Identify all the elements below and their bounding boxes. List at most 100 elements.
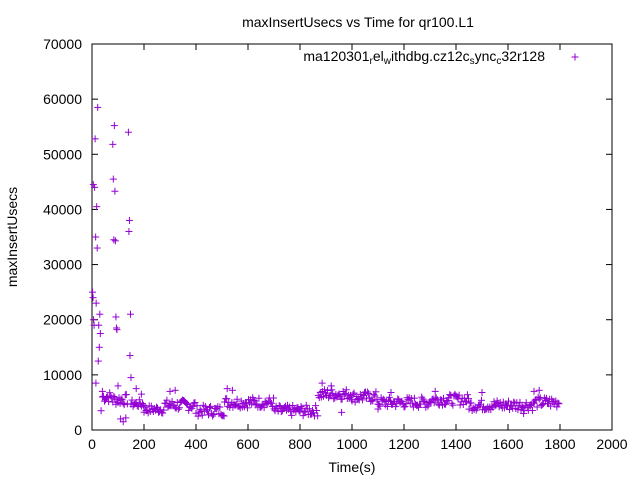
data-point	[463, 391, 471, 399]
data-point	[183, 400, 191, 408]
data-point	[299, 412, 307, 420]
data-point	[387, 389, 395, 397]
x-tick-label: 1000	[336, 436, 367, 452]
data-point	[219, 411, 227, 419]
data-point	[168, 397, 176, 405]
data-point	[128, 396, 136, 404]
data-point	[216, 403, 224, 411]
data-point	[338, 408, 346, 416]
x-tick-label: 200	[132, 436, 156, 452]
data-point	[253, 400, 261, 408]
data-point	[203, 407, 211, 415]
data-point	[126, 310, 134, 318]
data-point	[110, 122, 118, 130]
data-point	[233, 395, 241, 403]
data-point	[341, 390, 349, 398]
x-tick-label: 1400	[440, 436, 471, 452]
data-point	[516, 398, 524, 406]
data-point	[109, 175, 117, 183]
data-point	[454, 395, 462, 403]
data-point	[547, 402, 555, 410]
data-point	[365, 390, 373, 398]
data-point	[90, 316, 98, 324]
data-point	[269, 394, 277, 402]
data-point	[440, 394, 448, 402]
data-point	[160, 406, 168, 414]
data-point	[417, 400, 425, 408]
legend-label: ma120301relwithdbg.cz12csyncc32r128	[303, 48, 545, 67]
data-point	[125, 216, 133, 224]
data-point	[93, 203, 101, 211]
data-point	[113, 326, 121, 334]
data-point	[95, 343, 103, 351]
data-point	[159, 409, 167, 417]
y-tick-label: 50000	[43, 146, 82, 162]
data-point	[320, 386, 328, 394]
data-point	[287, 407, 295, 415]
x-tick-label: 2000	[596, 436, 627, 452]
data-point	[530, 387, 538, 395]
y-tick-label: 70000	[43, 36, 82, 52]
data-point	[313, 407, 321, 415]
data-point	[535, 395, 543, 403]
y-tick-label: 60000	[43, 91, 82, 107]
data-point	[305, 405, 313, 413]
data-point	[375, 400, 383, 408]
data-point	[92, 299, 100, 307]
data-point	[297, 402, 305, 410]
data-point	[542, 394, 550, 402]
data-point	[275, 402, 283, 410]
data-point	[266, 398, 274, 406]
data-point	[163, 396, 171, 404]
data-point	[122, 390, 130, 398]
data-point	[138, 399, 146, 407]
data-point	[518, 402, 526, 410]
data-point	[329, 389, 337, 397]
data-point	[312, 402, 320, 410]
data-point	[449, 401, 457, 409]
data-point	[431, 387, 439, 395]
data-point	[231, 401, 239, 409]
data-point	[418, 393, 426, 401]
data-point	[98, 387, 106, 395]
data-point	[220, 412, 228, 420]
data-point	[207, 402, 215, 410]
data-point	[122, 414, 130, 422]
data-point	[393, 400, 401, 408]
data-point	[171, 386, 179, 394]
data-point	[477, 396, 485, 404]
x-tick-label: 1800	[544, 436, 575, 452]
data-point	[385, 393, 393, 401]
data-point	[206, 403, 214, 411]
data-point	[89, 294, 97, 302]
data-point	[135, 396, 143, 404]
data-point	[360, 389, 368, 397]
data-point	[255, 394, 263, 402]
data-point	[223, 385, 231, 393]
data-point	[109, 140, 117, 148]
data-point	[166, 387, 174, 395]
data-point	[533, 403, 541, 411]
data-point	[235, 402, 243, 410]
data-point	[112, 324, 120, 332]
data-point	[126, 352, 134, 360]
data-point	[369, 397, 377, 405]
data-point	[383, 402, 391, 410]
data-point	[443, 398, 451, 406]
y-axis: 0 10000 20000 30000 40000 50000 60000 70000	[43, 36, 612, 438]
data-point	[125, 227, 133, 235]
data-point	[112, 313, 120, 321]
data-point	[93, 244, 101, 252]
plot-frame	[91, 43, 613, 431]
data-point	[137, 390, 145, 398]
data-point	[110, 236, 118, 244]
data-point	[110, 393, 118, 401]
data-points	[89, 103, 563, 426]
data-point	[119, 418, 127, 426]
data-point	[410, 394, 418, 402]
data-point	[300, 408, 308, 416]
data-point	[294, 404, 302, 412]
data-point	[210, 411, 218, 419]
data-point	[402, 400, 410, 408]
data-point	[464, 395, 472, 403]
